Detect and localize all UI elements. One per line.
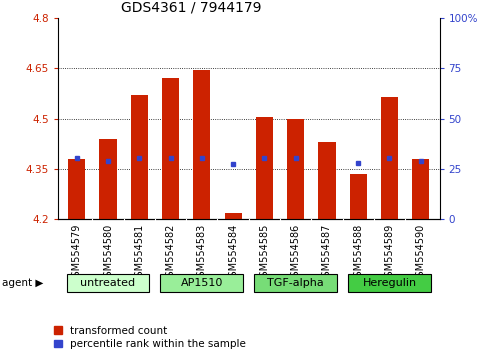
Text: GSM554589: GSM554589 (384, 224, 395, 283)
Bar (254, 274, 337, 292)
Bar (412, 159, 429, 219)
Text: TGF-alpha: TGF-alpha (267, 278, 324, 288)
Text: agent ▶: agent ▶ (2, 278, 44, 288)
Text: GSM554588: GSM554588 (353, 224, 363, 283)
Text: GSM554583: GSM554583 (197, 224, 207, 283)
Text: GDS4361 / 7944179: GDS4361 / 7944179 (121, 0, 262, 14)
Bar (350, 174, 367, 219)
Text: GSM554587: GSM554587 (322, 224, 332, 283)
Bar (131, 95, 148, 219)
Text: GSM554590: GSM554590 (416, 224, 426, 283)
Bar (381, 97, 398, 219)
Bar (225, 213, 242, 219)
Text: GSM554580: GSM554580 (103, 224, 113, 283)
Text: Heregulin: Heregulin (362, 278, 416, 288)
Bar (287, 119, 304, 219)
Legend: transformed count, percentile rank within the sample: transformed count, percentile rank withi… (54, 326, 246, 349)
Text: untreated: untreated (81, 278, 136, 288)
Bar (193, 70, 211, 219)
Text: GSM554582: GSM554582 (166, 224, 175, 283)
Text: GSM554581: GSM554581 (134, 224, 144, 283)
Bar (348, 274, 431, 292)
Bar (256, 117, 273, 219)
Bar (99, 139, 116, 219)
Text: GSM554584: GSM554584 (228, 224, 238, 283)
Bar (160, 274, 243, 292)
Bar (318, 142, 336, 219)
Bar (67, 274, 149, 292)
Bar (68, 159, 85, 219)
Text: AP1510: AP1510 (181, 278, 223, 288)
Bar (162, 78, 179, 219)
Text: GSM554579: GSM554579 (72, 224, 82, 283)
Text: GSM554585: GSM554585 (259, 224, 270, 283)
Text: GSM554586: GSM554586 (291, 224, 300, 283)
